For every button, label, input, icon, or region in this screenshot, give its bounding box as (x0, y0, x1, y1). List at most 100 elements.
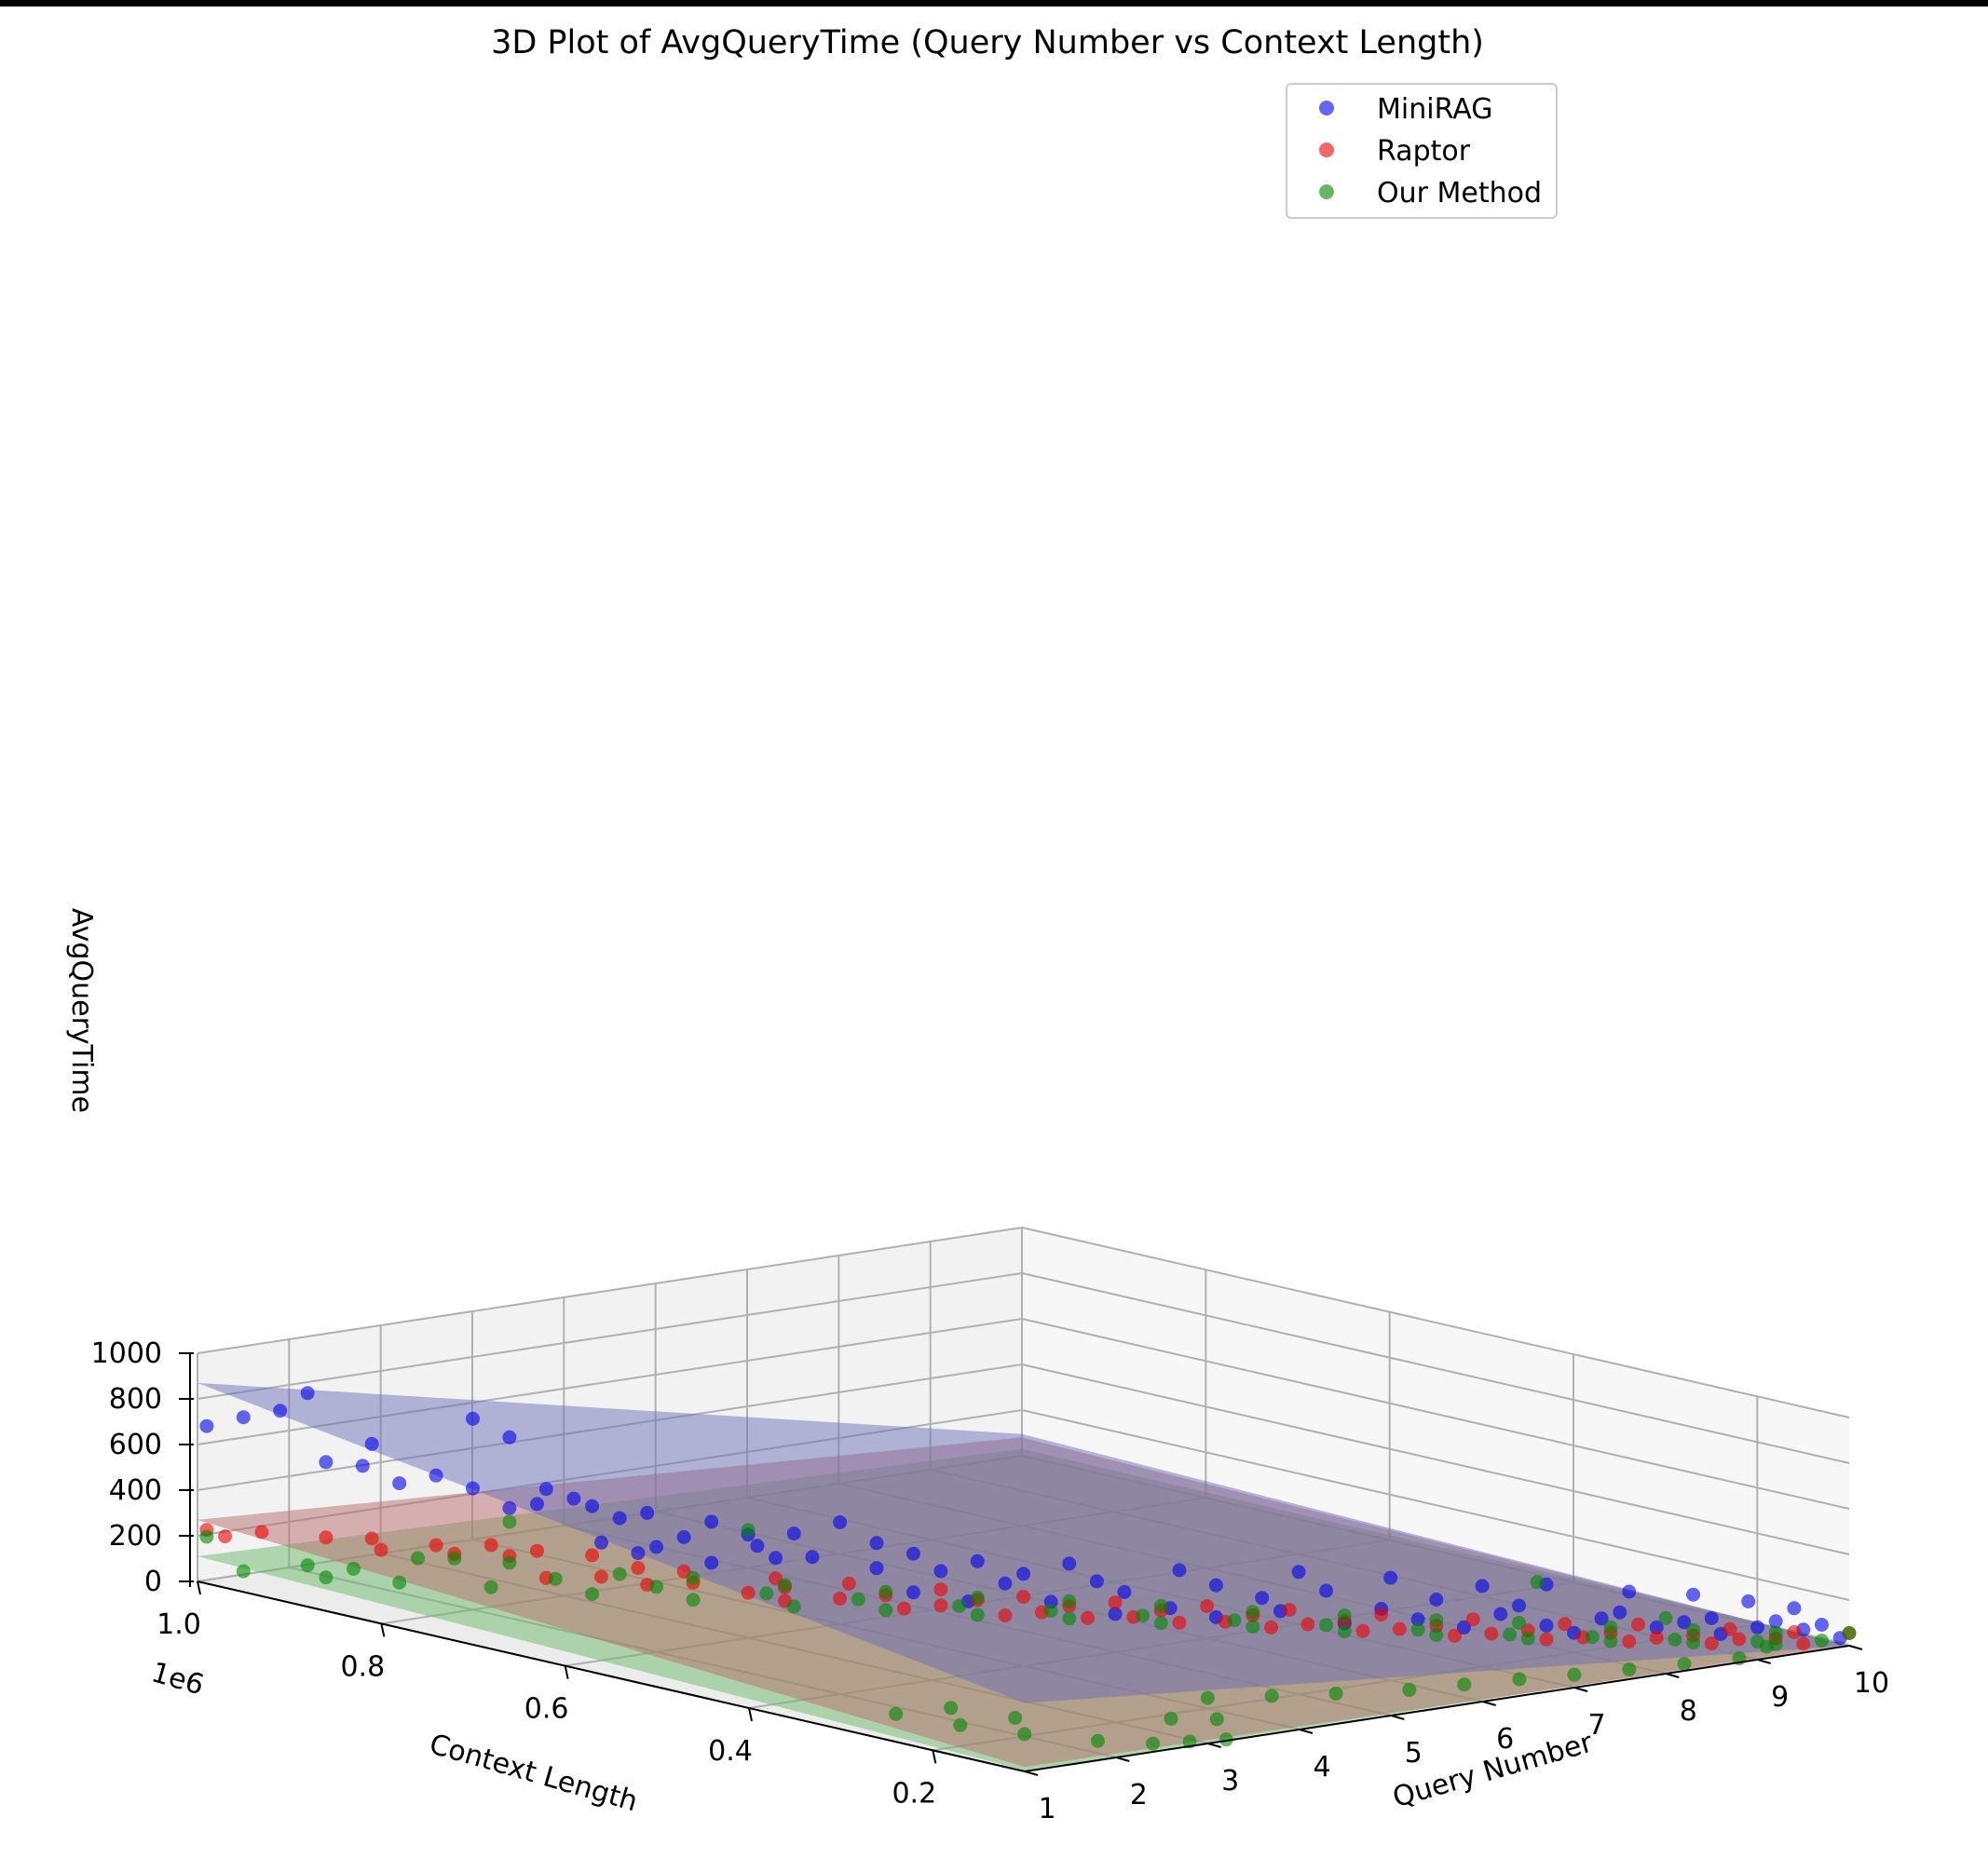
point-our-method (1677, 1657, 1692, 1672)
point-our-method (1429, 1628, 1444, 1642)
point-our-method (1759, 1639, 1774, 1654)
point-our-method (1567, 1667, 1582, 1682)
point-raptor (933, 1582, 948, 1597)
point-our-method (1246, 1605, 1260, 1620)
point-our-method (1153, 1598, 1168, 1613)
point-raptor (429, 1538, 443, 1553)
point-minirag (1383, 1570, 1398, 1585)
point-minirag (1539, 1618, 1554, 1633)
point-minirag (704, 1514, 719, 1529)
point-our-method (878, 1603, 893, 1618)
point-our-method (1043, 1604, 1058, 1619)
point-our-method (953, 1717, 968, 1732)
point-minirag (750, 1539, 765, 1553)
point-minirag (1750, 1620, 1764, 1635)
point-minirag (1016, 1567, 1031, 1581)
point-our-method (741, 1523, 756, 1538)
back-pane-right (1022, 1228, 1849, 1646)
point-raptor (1787, 1625, 1802, 1639)
point-our-method (1264, 1689, 1279, 1703)
x-tick-label: 1 (1038, 1793, 1055, 1825)
point-our-method (1603, 1620, 1618, 1635)
legend-marker-minirag (1319, 101, 1334, 115)
point-raptor (1558, 1617, 1573, 1632)
point-minirag (640, 1505, 655, 1520)
point-our-method (236, 1564, 251, 1579)
top-border (0, 0, 1988, 7)
point-our-method (1200, 1690, 1215, 1705)
point-our-method (1091, 1733, 1105, 1748)
point-raptor (1465, 1612, 1480, 1627)
point-raptor (364, 1531, 379, 1546)
point-raptor (1649, 1631, 1664, 1645)
point-minirag (1456, 1620, 1471, 1635)
x-tick (1573, 1687, 1588, 1692)
point-raptor (1016, 1589, 1031, 1604)
y-tick (380, 1623, 386, 1637)
x-tick (1024, 1770, 1039, 1776)
y-tick-label: 0.6 (524, 1693, 569, 1726)
point-our-method (1017, 1727, 1032, 1742)
point-our-method (502, 1555, 517, 1570)
legend-label-minirag: MiniRAG (1377, 93, 1492, 126)
legend-label-raptor: Raptor (1377, 135, 1471, 168)
z-axis-label: AvgQueryTime (65, 908, 98, 1113)
chart-title: 3D Plot of AvgQueryTime (Query Number vs… (491, 24, 1484, 61)
point-minirag (364, 1436, 379, 1451)
point-our-method (1658, 1610, 1673, 1625)
point-minirag (631, 1546, 646, 1561)
point-our-method (1768, 1625, 1783, 1640)
point-our-method (1530, 1575, 1545, 1590)
point-our-method (199, 1529, 214, 1544)
point-our-method (1319, 1618, 1334, 1633)
point-minirag (466, 1411, 480, 1426)
point-raptor (1704, 1636, 1719, 1650)
point-minirag (538, 1482, 553, 1497)
point-minirag (933, 1564, 948, 1579)
legend-box (1286, 83, 1558, 219)
point-minirag (1704, 1611, 1719, 1625)
point-minirag (502, 1430, 517, 1445)
point-our-method (1429, 1613, 1444, 1628)
point-minirag (1677, 1615, 1692, 1630)
point-minirag (869, 1561, 884, 1576)
point-raptor (483, 1538, 498, 1553)
point-our-method (786, 1599, 801, 1614)
point-minirag (1172, 1563, 1187, 1578)
point-minirag (805, 1550, 820, 1565)
point-our-method (483, 1580, 498, 1594)
point-our-method (1457, 1677, 1472, 1692)
point-raptor (1622, 1634, 1637, 1648)
point-minirag (1649, 1620, 1664, 1635)
point-our-method (1337, 1624, 1352, 1639)
x-tick (1666, 1673, 1680, 1678)
y-tick-label: 0.8 (340, 1650, 385, 1683)
point-our-method (1136, 1608, 1151, 1623)
legend-marker-our-method (1319, 184, 1334, 199)
point-our-method (447, 1551, 462, 1566)
point-our-method (1512, 1615, 1526, 1630)
point-our-method (1842, 1626, 1857, 1640)
point-our-method (1512, 1672, 1527, 1687)
point-minirag (786, 1526, 801, 1541)
point-raptor (1539, 1632, 1554, 1647)
point-minirag (300, 1386, 315, 1401)
point-raptor (374, 1542, 388, 1557)
y-tick (748, 1707, 753, 1722)
point-our-method (548, 1571, 563, 1586)
point-raptor (585, 1548, 600, 1563)
point-our-method (759, 1586, 774, 1601)
point-our-method (1328, 1686, 1343, 1701)
point-raptor (530, 1543, 544, 1558)
point-minirag (594, 1535, 608, 1550)
point-raptor (1108, 1595, 1123, 1610)
point-minirag (833, 1515, 848, 1529)
point-our-method (851, 1592, 865, 1607)
x-tick (1848, 1645, 1863, 1650)
z-tick-label: 200 (109, 1520, 162, 1553)
point-raptor (594, 1569, 608, 1584)
point-minirag (392, 1476, 407, 1491)
point-minirag (905, 1585, 920, 1600)
x-axis-line (1024, 1645, 1850, 1772)
